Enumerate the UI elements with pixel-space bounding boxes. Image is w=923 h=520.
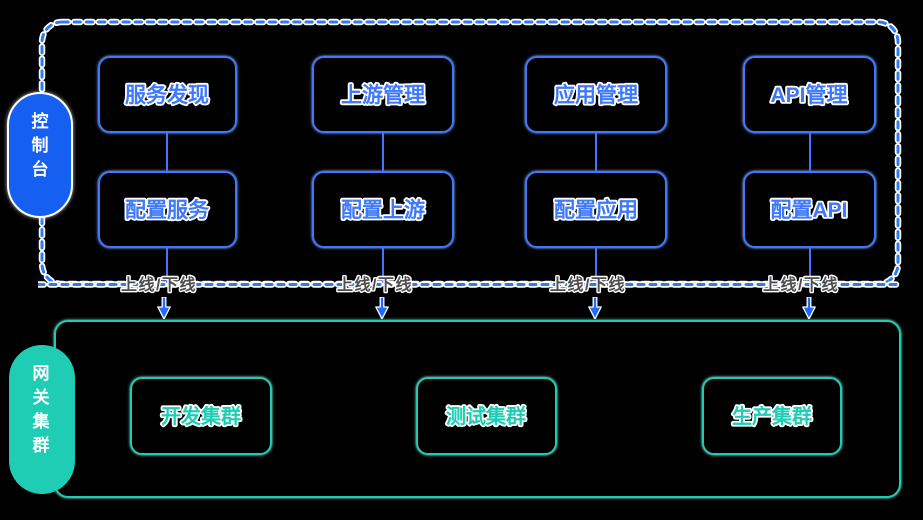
svg-text:制: 制: [32, 135, 49, 155]
svg-text:群: 群: [33, 435, 50, 455]
svg-text:配置API: 配置API: [770, 199, 847, 222]
svg-text:上线/下线: 上线/下线: [337, 275, 413, 294]
svg-text:控: 控: [32, 111, 49, 131]
svg-text:测试集群: 测试集群: [446, 404, 526, 428]
svg-text:上线/下线: 上线/下线: [121, 275, 197, 294]
svg-text:上游管理: 上游管理: [341, 83, 425, 107]
svg-text:配置服务: 配置服务: [125, 198, 210, 222]
svg-text:关: 关: [33, 387, 50, 407]
svg-text:网: 网: [33, 364, 50, 383]
svg-text:开发集群: 开发集群: [161, 404, 241, 428]
svg-text:台: 台: [32, 159, 49, 179]
svg-text:上线/下线: 上线/下线: [763, 275, 839, 294]
svg-text:配置应用: 配置应用: [554, 198, 638, 222]
svg-text:服务发现: 服务发现: [125, 83, 209, 107]
svg-text:配置上游: 配置上游: [341, 198, 425, 222]
svg-text:生产集群: 生产集群: [732, 404, 812, 428]
svg-text:应用管理: 应用管理: [554, 83, 638, 107]
svg-text:API管理: API管理: [770, 83, 847, 107]
svg-text:上线/下线: 上线/下线: [550, 275, 626, 294]
svg-text:集: 集: [32, 411, 51, 431]
